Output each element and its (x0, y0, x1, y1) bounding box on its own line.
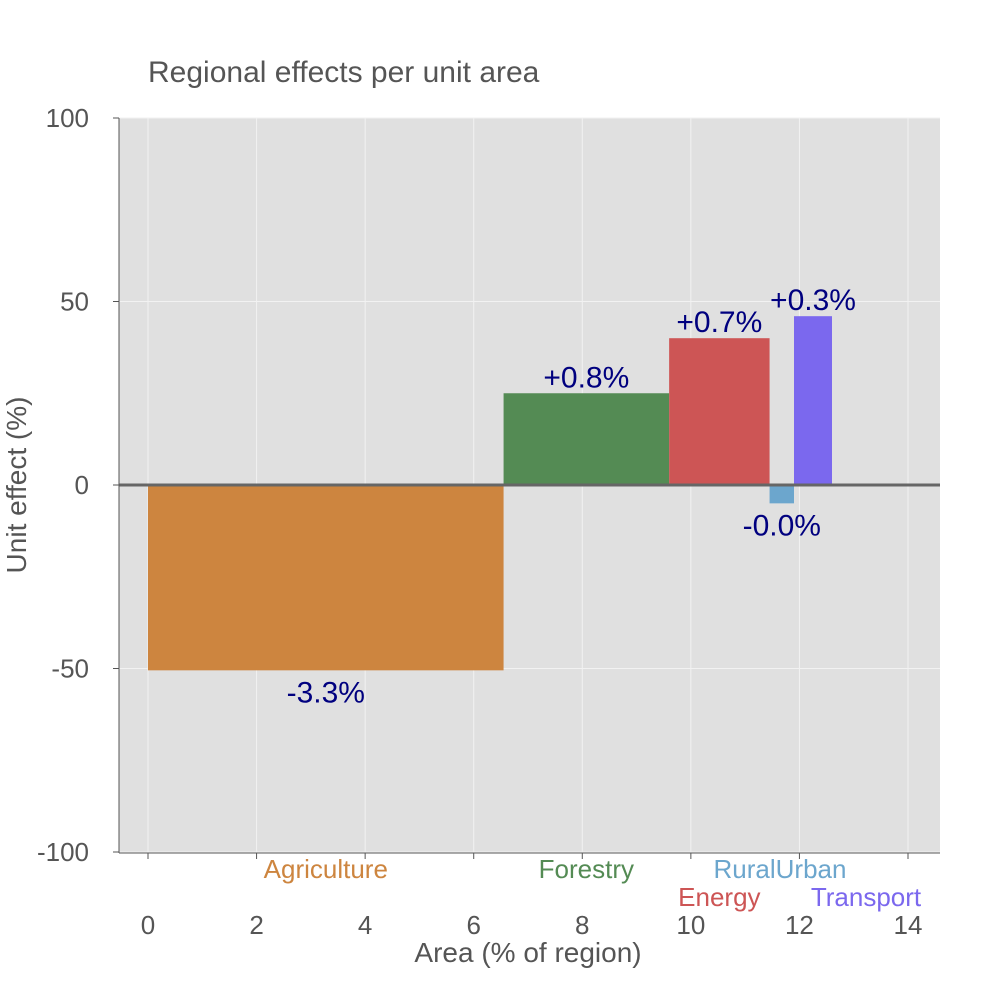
data-label-agriculture: -3.3% (287, 676, 365, 709)
bar-energy (669, 338, 770, 485)
y-tick-label: 0 (75, 470, 89, 500)
category-label-forestry: Forestry (539, 854, 634, 884)
bar-agriculture (148, 485, 504, 671)
x-tick-label: 4 (358, 910, 372, 940)
bars (148, 316, 832, 671)
data-label-forestry: +0.8% (543, 361, 629, 394)
y-tick-label: 100 (46, 103, 89, 133)
x-tick-label: 2 (249, 910, 263, 940)
data-label-transport: +0.3% (770, 284, 856, 317)
x-ticks: 0 2 4 6 8 10 12 14 (141, 853, 923, 940)
category-label-agriculture: Agriculture (264, 854, 388, 884)
bar-transport (794, 316, 832, 485)
data-label-energy: +0.7% (676, 306, 762, 339)
x-tick-label: 6 (466, 910, 480, 940)
category-label-energy: Energy (678, 882, 760, 912)
y-tick-label: -100 (37, 837, 89, 867)
x-tick-label: 8 (575, 910, 589, 940)
y-tick-label: -50 (51, 654, 89, 684)
x-axis-title: Area (% of region) (414, 937, 641, 968)
x-tick-label: 14 (894, 910, 923, 940)
x-tick-label: 0 (141, 910, 155, 940)
y-axis-title: Unit effect (%) (1, 397, 32, 574)
category-label-transport: Transport (811, 882, 922, 912)
category-labels: Agriculture Forestry EnergyRuralUrbanTrans… (264, 854, 922, 912)
bar-ruralurban (769, 485, 794, 504)
x-tick-label: 12 (785, 910, 814, 940)
bar-forestry (503, 393, 670, 485)
y-ticks: 100 50 0 -50 -100 (37, 103, 119, 867)
category-label-ruralurban: RuralUrban (714, 854, 847, 884)
data-labels: -3.3% +0.8% +0.7% -0.0% +0.3% (287, 284, 856, 709)
chart-title: Regional effects per unit area (148, 56, 540, 89)
x-tick-label: 10 (676, 910, 705, 940)
y-tick-label: 50 (60, 287, 89, 317)
data-label-ruralurban: -0.0% (743, 509, 821, 542)
